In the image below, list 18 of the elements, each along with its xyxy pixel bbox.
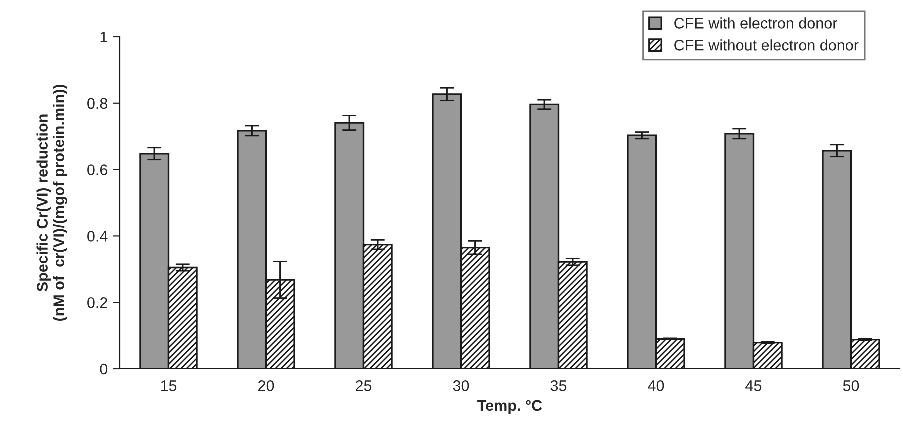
y-tick-label: 0 [100, 364, 108, 375]
x-tick-label: 40 [648, 380, 664, 392]
y-tick-label: 0.8 [88, 98, 108, 110]
x-tick-label: 15 [161, 380, 177, 392]
x-tick-label: 20 [258, 380, 274, 392]
legend-label: CFE with electron donor [674, 18, 838, 29]
y-axis-title: Specific Cr(VI) reduction (nM of cr(VI)/(mgof protein.min)) [36, 84, 68, 322]
y-tick-label: 0.6 [88, 164, 108, 176]
legend-label: CFE without electron donor [674, 40, 859, 51]
x-tick-label: 30 [453, 380, 470, 392]
x-tick-label: 35 [550, 380, 567, 392]
y-tick-label: 0.4 [88, 231, 108, 242]
y-tick-label: 0.2 [88, 297, 108, 308]
x-tick-label: 50 [843, 380, 860, 392]
y-tick-label: 1 [100, 32, 108, 43]
x-axis-title: Temp. °C [478, 400, 542, 414]
x-tick-label: 45 [746, 380, 762, 392]
x-tick-label: 25 [356, 380, 372, 392]
